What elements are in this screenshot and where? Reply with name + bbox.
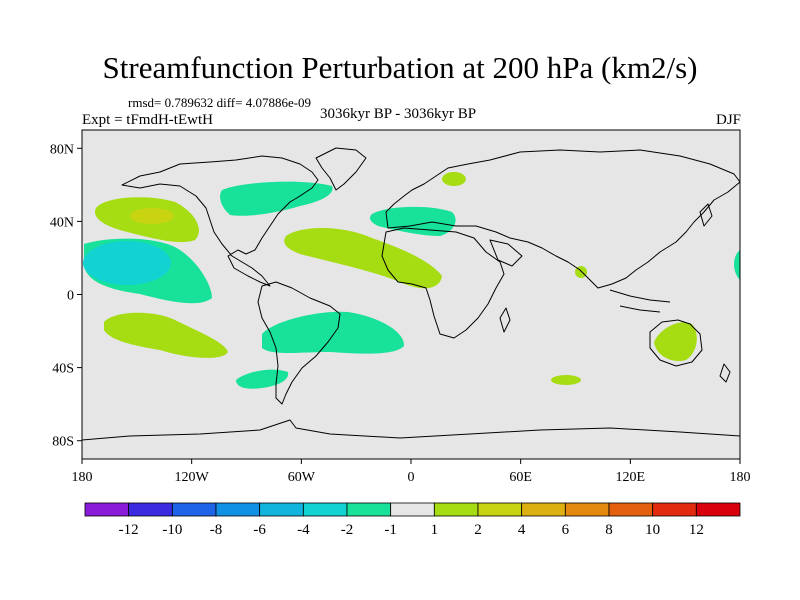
colorbar-label: 6: [562, 522, 570, 538]
colorbar: -12 -10 -8 -6 -4 -2 -1 1 2 4 6 8 10 12: [84, 502, 741, 538]
colorbar-swatch: [346, 502, 392, 517]
colorbar-label: 12: [689, 522, 704, 538]
coastline-antarctica: [81, 419, 741, 441]
colorbar-label: -10: [162, 522, 182, 538]
plot-subtitle: rmsd= 0.789632 diff= 4.07886e-09: [128, 95, 312, 110]
contour-region-mediterranean: [370, 206, 456, 236]
colorbar-swatch: [433, 502, 479, 517]
contour-region-central-pacific-core: [83, 241, 171, 285]
colorbar-label: -2: [341, 522, 354, 538]
coastline-north-america: [121, 155, 319, 287]
colorbar-swatch: [608, 502, 654, 517]
colorbar-swatch: [564, 502, 610, 517]
contour-region-australia: [654, 322, 697, 362]
contour-region-south-indian: [551, 375, 581, 385]
x-axis: 180 120W 60W 0 60E 120E 180: [72, 459, 751, 485]
coastline-africa: [381, 227, 505, 339]
y-tick-label: 40S: [52, 362, 74, 377]
coastline-australia: [649, 319, 703, 367]
colorbar-label: 2: [474, 522, 482, 538]
contour-region-scandinavia: [442, 172, 466, 186]
contour-fills: [83, 172, 740, 389]
colorbar-label: 4: [518, 522, 526, 538]
colorbar-swatch: [390, 502, 435, 517]
contour-region-north-pacific-core: [130, 208, 174, 224]
coastlines: [81, 147, 741, 441]
colorbar-swatch: [652, 502, 697, 517]
coastline-new-zealand: [719, 363, 731, 383]
contour-region-west-pacific-edge: [734, 250, 740, 280]
x-tick-label: 120W: [175, 470, 210, 485]
colorbar-label: -6: [253, 522, 266, 538]
x-tick-label: 180: [730, 470, 751, 485]
colorbar-swatch: [215, 502, 261, 517]
contour-region-subtropical-atlantic: [284, 228, 442, 289]
y-tick-label: 40N: [50, 215, 74, 230]
colorbar-swatch: [128, 502, 173, 517]
colorbar-swatch: [695, 502, 741, 517]
x-tick-label: 0: [408, 470, 415, 485]
coastline-japan: [699, 203, 713, 227]
colorbar-swatch: [477, 502, 523, 517]
y-axis: 80N 40N 0 40S 80S: [50, 142, 82, 450]
colorbar-swatch: [302, 502, 348, 517]
season-label: DJF: [715, 112, 741, 128]
coastline-arabia: [489, 239, 523, 267]
colorbar-label: -8: [210, 522, 223, 538]
period-label: 3036kyr BP - 3036kyr BP: [320, 106, 477, 122]
contour-region-north-atlantic-west: [220, 181, 333, 216]
plot-title: Streamfunction Perturbation at 200 hPa (…: [102, 50, 698, 85]
coastline-greenland: [315, 147, 367, 191]
coastline-indonesia: [609, 289, 671, 313]
colorbar-label: 8: [605, 522, 613, 538]
coastline-eurasia: [385, 149, 741, 289]
x-tick-label: 180: [72, 470, 93, 485]
contour-region-south-atlantic: [262, 311, 405, 354]
y-tick-label: 80S: [52, 435, 74, 450]
colorbar-label: -4: [297, 522, 310, 538]
colorbar-label: 10: [645, 522, 660, 538]
experiment-label: Expt = tFmdH-tEwtH: [82, 112, 213, 128]
coastline-south-america: [257, 281, 341, 405]
contour-region-south-pacific: [104, 312, 228, 358]
colorbar-swatch: [171, 502, 217, 517]
x-tick-label: 60E: [509, 470, 532, 485]
x-tick-label: 120E: [616, 470, 646, 485]
colorbar-swatch: [521, 502, 566, 517]
y-tick-label: 80N: [50, 142, 74, 157]
colorbar-label: 1: [431, 522, 439, 538]
x-tick-label: 60W: [288, 470, 316, 485]
coastline-madagascar: [499, 307, 511, 333]
colorbar-swatch: [259, 502, 304, 517]
colorbar-label: -12: [119, 522, 139, 538]
colorbar-label: -1: [384, 522, 397, 538]
contour-region-patagonia: [236, 369, 289, 389]
colorbar-swatch: [84, 502, 130, 517]
y-tick-label: 0: [67, 289, 74, 304]
